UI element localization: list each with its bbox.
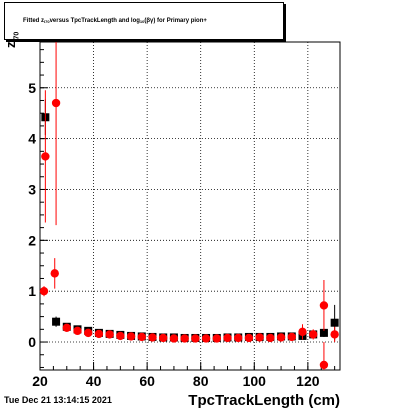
data-point bbox=[223, 333, 232, 343]
data-point bbox=[330, 330, 339, 339]
data-point bbox=[84, 328, 93, 338]
data-point bbox=[116, 331, 125, 341]
data-point bbox=[234, 333, 243, 343]
y-axis-label-z: z bbox=[3, 41, 18, 49]
x-tick-label: 100 bbox=[243, 373, 267, 389]
data-point bbox=[319, 301, 329, 310]
data-point bbox=[255, 333, 264, 342]
chart-title: Fitted z I70 versus TpcTrackLength and lo… bbox=[4, 2, 284, 40]
x-tick-label: 80 bbox=[193, 373, 209, 389]
data-point bbox=[276, 333, 286, 342]
data-point bbox=[50, 269, 59, 278]
x-tick-label: 120 bbox=[296, 373, 320, 389]
data-point bbox=[180, 334, 189, 343]
x-axis-label: TpcTrackLength (cm) bbox=[188, 392, 340, 409]
y-tick-label: 0 bbox=[28, 334, 36, 350]
data-point bbox=[298, 327, 307, 337]
data-point bbox=[39, 286, 49, 296]
data-point bbox=[51, 98, 61, 108]
data-points bbox=[39, 42, 339, 370]
data-point bbox=[244, 333, 254, 343]
grid bbox=[39, 42, 340, 370]
y-axis-label: zI70 bbox=[3, 32, 21, 48]
data-point bbox=[159, 333, 168, 343]
y-axis-label-sub: I70 bbox=[13, 31, 21, 42]
timestamp: Tue Dec 21 13:14:15 2021 bbox=[4, 395, 112, 405]
data-point bbox=[191, 334, 200, 343]
data-point bbox=[287, 332, 296, 342]
title-part-3: (βγ) for Primary pion+ bbox=[144, 18, 207, 24]
y-tick-label: 3 bbox=[28, 181, 36, 197]
y-tick-label: 5 bbox=[28, 80, 36, 96]
title-part-1: Fitted z bbox=[23, 18, 44, 24]
data-point bbox=[62, 323, 71, 332]
axes: 20 40 60 80 100 120 0 1 2 3 4 5 bbox=[28, 49, 336, 389]
data-point bbox=[73, 326, 82, 336]
data-point bbox=[169, 334, 179, 343]
x-tick-label: 20 bbox=[32, 373, 48, 389]
data-point bbox=[309, 330, 318, 339]
data-point bbox=[330, 318, 339, 327]
data-point bbox=[105, 330, 114, 339]
data-point bbox=[137, 332, 146, 342]
data-point bbox=[201, 334, 211, 343]
data-point bbox=[266, 333, 275, 343]
data-point bbox=[126, 332, 136, 341]
title-subscript-1: I70 bbox=[44, 18, 50, 24]
y-tick-label: 4 bbox=[28, 131, 36, 147]
title-part-2: versus TpcTrackLength and log bbox=[49, 18, 140, 24]
data-point bbox=[319, 360, 329, 370]
data-point bbox=[148, 333, 157, 342]
data-point bbox=[41, 152, 50, 161]
plot-frame bbox=[39, 41, 341, 371]
y-tick-label: 2 bbox=[28, 232, 36, 248]
data-point bbox=[212, 334, 221, 343]
data-point bbox=[52, 317, 61, 326]
x-tick-label: 60 bbox=[139, 373, 155, 389]
x-tick-label: 40 bbox=[86, 373, 102, 389]
y-tick-label: 1 bbox=[28, 283, 36, 299]
data-point bbox=[94, 329, 104, 339]
data-point bbox=[319, 328, 328, 337]
title-subscript-2: 10 bbox=[139, 18, 145, 24]
